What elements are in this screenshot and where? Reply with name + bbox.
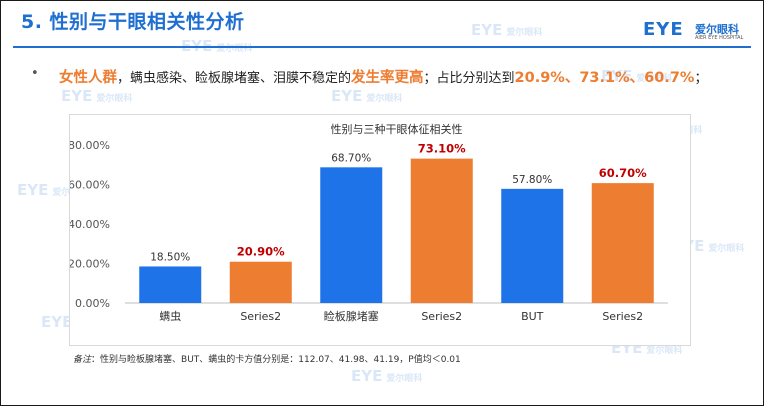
bullet-marker: • <box>31 66 39 81</box>
summary-bullet: • 女性人群，螨虫感染、睑板腺堵塞、泪膜不稳定的发生率更高；占比分别达到20.9… <box>31 66 708 87</box>
page-title: 5. 性别与干眼相关性分析 <box>21 11 245 33</box>
bullet-text: ； <box>694 71 708 86</box>
logo-mark: EYE <box>643 19 684 40</box>
x-tick-label: Series2 <box>240 310 281 323</box>
bar <box>229 261 292 303</box>
bar <box>591 183 654 303</box>
bullet-text: ；占比分别达到 <box>423 71 515 86</box>
data-label: 18.50% <box>150 251 190 263</box>
bullet-text: ，螨虫感染、睑板腺堵塞、泪膜不稳定的 <box>117 71 352 86</box>
highlight-incidence: 发生率更高 <box>351 70 424 86</box>
bar-chart: 性别与三种干眼体征相关性 0.00% 20.00% 40.00% 60.00% 80.00… <box>70 122 668 323</box>
y-tick-label: 0.00% <box>75 297 110 310</box>
bar <box>139 266 202 303</box>
data-label: 68.70% <box>331 152 371 164</box>
x-tick-label: BUT <box>521 310 544 323</box>
data-label: 57.80% <box>512 174 552 186</box>
footnote-text: ：性别与睑板腺堵塞、BUT、螨虫的卡方值分别是：112.07、41.98、41.… <box>91 355 461 365</box>
logo-english-name: AIER EYE HOSPITAL <box>695 35 744 41</box>
highlight-percentages: 20.9%、73.1%、60.7% <box>514 70 695 86</box>
logo-chinese-name: 爱尔眼科 <box>695 23 739 36</box>
bar <box>501 188 564 303</box>
highlight-female: 女性人群 <box>59 70 117 86</box>
bar <box>320 167 383 303</box>
y-tick-label: 20.00% <box>70 258 110 271</box>
bar <box>410 158 473 303</box>
data-label: 73.10% <box>418 142 466 156</box>
title-divider <box>13 46 751 48</box>
chart-title: 性别与三种干眼体征相关性 <box>331 122 463 136</box>
footnote-label: 备注 <box>73 355 92 365</box>
brand-logo: EYE 爱尔眼科 AIER EYE HOSPITAL <box>643 19 747 45</box>
y-tick-label: 80.00% <box>70 139 110 152</box>
x-tick-label: 睑板腺堵塞 <box>324 309 379 323</box>
data-label: 60.70% <box>599 166 647 180</box>
x-tick-label: Series2 <box>421 310 462 323</box>
y-tick-label: 60.00% <box>70 179 110 192</box>
footnote: 备注：性别与睑板腺堵塞、BUT、螨虫的卡方值分别是：112.07、41.98、4… <box>73 352 461 365</box>
chart-area: 性别与三种干眼体征相关性 0.00% 20.00% 40.00% 60.00% 80.00… <box>69 114 691 346</box>
data-label: 20.90% <box>237 245 285 259</box>
x-tick-label: 螨虫 <box>159 310 181 323</box>
x-tick-label: Series2 <box>602 310 643 323</box>
y-tick-label: 40.00% <box>70 218 110 231</box>
